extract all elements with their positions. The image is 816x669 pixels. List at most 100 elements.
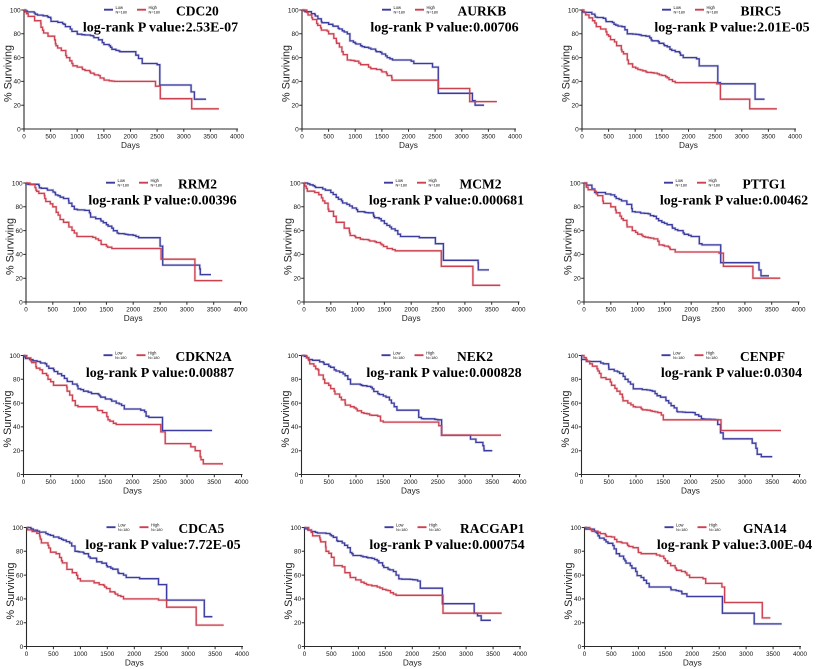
svg-text:1000: 1000: [349, 479, 364, 486]
svg-text:1000: 1000: [70, 134, 85, 141]
svg-text:60: 60: [16, 572, 24, 579]
svg-text:2500: 2500: [431, 307, 446, 314]
svg-text:20: 20: [573, 276, 581, 283]
svg-text:AURKB: AURKB: [458, 4, 507, 19]
svg-text:N=180: N=180: [151, 183, 163, 188]
svg-text:0: 0: [583, 651, 587, 658]
svg-text:4000: 4000: [508, 134, 523, 141]
svg-text:N=180: N=180: [118, 527, 130, 532]
svg-text:20: 20: [15, 276, 23, 283]
svg-text:log-rank P value:2.01E-05: log-rank P value:2.01E-05: [654, 21, 809, 36]
svg-text:60: 60: [574, 572, 582, 579]
svg-text:60: 60: [571, 400, 579, 407]
svg-text:60: 60: [15, 228, 23, 235]
svg-text:CDCA5: CDCA5: [179, 521, 225, 536]
svg-text:3000: 3000: [180, 479, 195, 486]
svg-text:% Surviving: % Surviving: [280, 390, 292, 447]
svg-text:2500: 2500: [711, 307, 726, 314]
svg-text:60: 60: [291, 55, 299, 62]
svg-text:500: 500: [326, 651, 337, 658]
svg-text:2000: 2000: [405, 651, 420, 658]
svg-text:N=180: N=180: [393, 355, 405, 360]
svg-text:N=180: N=180: [429, 527, 441, 532]
svg-text:2000: 2000: [685, 651, 700, 658]
svg-text:80: 80: [571, 31, 579, 38]
svg-text:log-rank P value:0.000754: log-rank P value:0.000754: [369, 538, 524, 553]
svg-text:N=180: N=180: [115, 355, 127, 360]
svg-text:2500: 2500: [431, 479, 446, 486]
svg-text:log-rank P value:0.000681: log-rank P value:0.000681: [369, 194, 524, 209]
svg-text:500: 500: [603, 479, 614, 486]
svg-text:3500: 3500: [481, 134, 496, 141]
svg-text:1500: 1500: [655, 134, 670, 141]
svg-text:4000: 4000: [512, 479, 527, 486]
svg-text:20: 20: [571, 103, 579, 110]
svg-text:2000: 2000: [126, 307, 141, 314]
svg-text:3000: 3000: [177, 134, 192, 141]
svg-text:High: High: [706, 351, 715, 356]
svg-text:60: 60: [13, 55, 21, 62]
svg-text:2500: 2500: [153, 307, 168, 314]
svg-text:4000: 4000: [235, 651, 250, 658]
svg-text:40: 40: [291, 424, 299, 431]
svg-text:0: 0: [300, 479, 304, 486]
svg-text:RACGAP1: RACGAP1: [460, 521, 525, 536]
svg-text:1000: 1000: [71, 479, 86, 486]
svg-text:log-rank P value:0.000828: log-rank P value:0.000828: [366, 366, 521, 381]
svg-text:Low: Low: [676, 523, 684, 528]
svg-text:100: 100: [570, 180, 581, 187]
svg-text:N=180: N=180: [429, 183, 441, 188]
svg-text:3500: 3500: [761, 134, 776, 141]
svg-text:N=180: N=180: [676, 183, 688, 188]
svg-text:0: 0: [580, 134, 584, 141]
svg-text:2500: 2500: [712, 651, 727, 658]
svg-text:500: 500: [606, 307, 617, 314]
svg-text:0: 0: [578, 644, 582, 651]
svg-text:Days: Days: [124, 313, 143, 323]
svg-text:20: 20: [574, 620, 582, 627]
svg-text:High: High: [429, 178, 438, 183]
svg-text:2000: 2000: [127, 651, 142, 658]
svg-text:% Surviving: % Surviving: [283, 218, 295, 275]
svg-text:4000: 4000: [791, 307, 806, 314]
svg-text:2000: 2000: [401, 134, 416, 141]
svg-text:60: 60: [294, 572, 302, 579]
svg-text:Days: Days: [125, 658, 144, 668]
svg-text:Days: Days: [683, 658, 702, 668]
svg-text:40: 40: [13, 79, 21, 86]
svg-text:3500: 3500: [203, 134, 218, 141]
svg-text:N=180: N=180: [676, 527, 688, 532]
svg-text:log-rank P value:0.00887: log-rank P value:0.00887: [86, 366, 234, 381]
svg-text:20: 20: [571, 448, 579, 455]
svg-text:0: 0: [17, 472, 21, 479]
svg-text:log-rank P value:0.00462: log-rank P value:0.00462: [660, 194, 808, 209]
svg-text:2500: 2500: [428, 134, 443, 141]
svg-text:80: 80: [16, 549, 24, 556]
svg-text:Days: Days: [121, 140, 140, 150]
svg-text:Low: Low: [118, 523, 126, 528]
svg-text:N=180: N=180: [149, 10, 161, 15]
svg-text:2000: 2000: [681, 134, 696, 141]
svg-text:4000: 4000: [792, 479, 807, 486]
svg-text:3000: 3000: [738, 479, 753, 486]
svg-text:0: 0: [295, 126, 299, 133]
svg-text:Days: Days: [681, 486, 700, 496]
svg-text:1500: 1500: [100, 651, 115, 658]
svg-text:500: 500: [606, 651, 617, 658]
svg-text:N=180: N=180: [706, 355, 718, 360]
svg-text:N=180: N=180: [151, 527, 163, 532]
svg-text:Low: Low: [396, 523, 404, 528]
svg-text:1500: 1500: [377, 307, 392, 314]
svg-text:Days: Days: [403, 658, 422, 668]
svg-text:2000: 2000: [403, 479, 418, 486]
svg-text:0: 0: [580, 479, 584, 486]
svg-text:2000: 2000: [404, 307, 419, 314]
svg-text:4000: 4000: [230, 134, 245, 141]
svg-text:4000: 4000: [234, 479, 249, 486]
svg-text:Days: Days: [682, 313, 701, 323]
svg-text:0: 0: [19, 299, 23, 306]
svg-text:2000: 2000: [684, 307, 699, 314]
svg-text:40: 40: [573, 252, 581, 259]
svg-text:1000: 1000: [73, 651, 88, 658]
svg-text:40: 40: [16, 596, 24, 603]
